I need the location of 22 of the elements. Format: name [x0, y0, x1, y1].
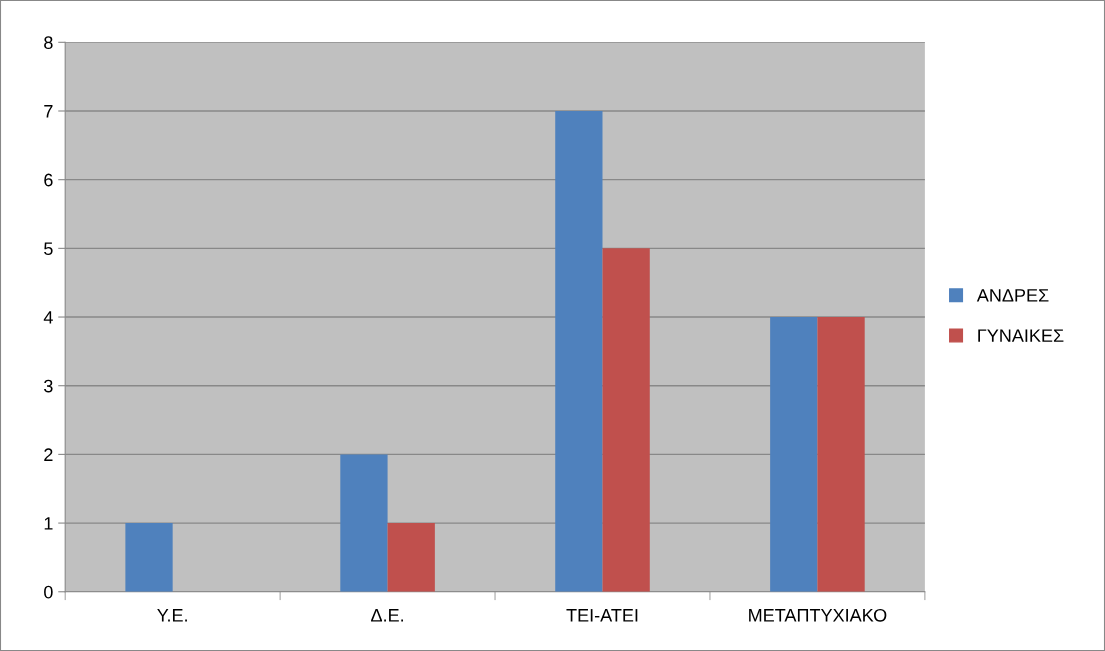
bar: [340, 454, 388, 592]
bar: [817, 317, 865, 592]
x-tick-label: Δ.Ε.: [371, 609, 403, 622]
x-tick-label: Υ.Ε.: [157, 609, 187, 622]
bar: [387, 523, 435, 592]
x-tick-label: ΜΕΤΑΠΤΥΧΙΑΚΟ: [749, 608, 887, 622]
y-tick-label: 7: [44, 105, 53, 118]
y-tick-label: 0: [44, 585, 53, 599]
bar: [770, 317, 818, 592]
x-tick-label: ΤΕΙ-ΑΤΕΙ: [566, 609, 638, 622]
bar: [555, 111, 603, 592]
legend-label: ΓΥΝΑΙΚΕΣ: [978, 329, 1064, 342]
y-tick-label: 5: [44, 242, 53, 256]
bar: [125, 523, 173, 592]
y-tick-label: 8: [44, 36, 53, 50]
y-tick-label: 2: [44, 448, 53, 461]
bar: [602, 248, 650, 592]
y-tick-label: 1: [44, 517, 53, 530]
y-tick-label: 4: [43, 311, 53, 324]
y-tick-label: 3: [44, 379, 53, 393]
legend-label: ΑΝΔΡΕΣ: [976, 289, 1049, 302]
y-tick-label: 6: [44, 173, 53, 187]
